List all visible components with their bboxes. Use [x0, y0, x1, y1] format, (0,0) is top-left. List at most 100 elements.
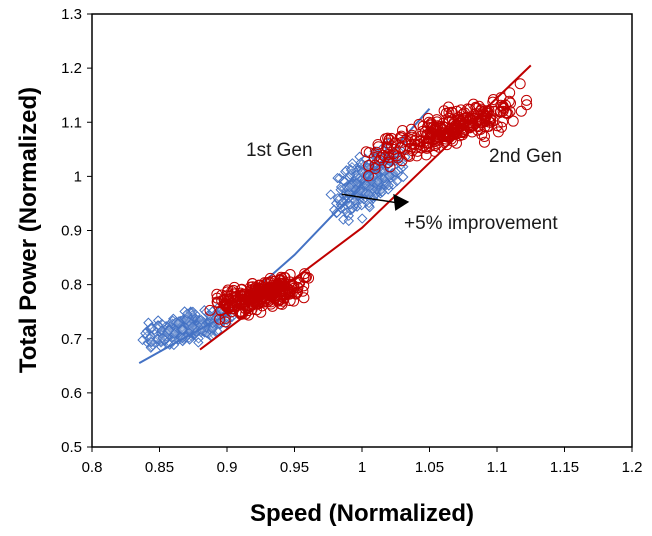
data-point-diamond — [364, 201, 375, 213]
data-point-diamond — [325, 189, 336, 200]
data-point-circle — [383, 134, 395, 146]
data-point-diamond — [144, 333, 156, 344]
data-point-circle — [521, 94, 533, 106]
x-tick-label: 0.85 — [145, 459, 174, 476]
data-point-circle — [284, 268, 296, 280]
data-point-diamond — [331, 207, 343, 218]
data-point-circle — [256, 289, 268, 301]
data-point-circle — [487, 94, 499, 106]
data-point-diamond — [338, 214, 349, 225]
data-point-circle — [502, 108, 514, 120]
data-point-diamond — [332, 192, 344, 204]
data-point-circle — [421, 121, 433, 133]
data-point-diamond — [163, 325, 175, 336]
data-point-circle — [204, 304, 216, 316]
data-point-circle — [515, 105, 527, 117]
data-point-circle — [299, 271, 311, 283]
data-point-circle — [451, 122, 463, 134]
data-point-circle — [279, 288, 291, 300]
data-point-circle — [259, 277, 271, 289]
data-point-diamond — [195, 314, 207, 326]
series-label-2nd-gen: 2nd Gen — [489, 146, 562, 167]
data-point-diamond — [355, 157, 367, 168]
data-point-circle — [443, 107, 455, 119]
data-point-diamond — [199, 305, 210, 316]
data-point-circle — [256, 281, 268, 293]
data-point-diamond — [356, 167, 368, 178]
data-point-circle — [396, 124, 408, 136]
data-point-circle — [394, 141, 406, 153]
data-point-circle — [237, 288, 249, 300]
x-tick-label: 0.9 — [217, 459, 238, 476]
data-point-circle — [422, 137, 434, 149]
y-tick-label: 1.2 — [61, 60, 82, 77]
data-point-circle — [220, 300, 232, 312]
data-point-circle — [249, 283, 261, 295]
data-point-circle — [521, 99, 533, 111]
data-point-circle — [227, 284, 239, 296]
data-point-circle — [362, 170, 374, 182]
data-point-circle — [437, 117, 449, 129]
data-point-diamond — [173, 318, 184, 329]
data-point-circle — [269, 275, 281, 287]
data-point-circle — [274, 298, 286, 310]
y-tick-label: 0.5 — [61, 439, 82, 456]
data-point-circle — [384, 161, 396, 173]
series-2nd-gen — [199, 64, 533, 351]
data-point-circle — [285, 285, 297, 297]
data-point-circle — [214, 313, 226, 325]
data-point-diamond — [152, 320, 164, 331]
data-point-circle — [429, 140, 441, 152]
data-point-circle — [262, 276, 274, 288]
data-point-diamond — [184, 316, 195, 328]
axis-ticks: 0.8 0.85 0.9 0.95 1 1.05 1.1 1.15 1.2 0.5 0.6 0.7 0.… — [61, 6, 642, 476]
data-point-diamond — [341, 207, 353, 218]
data-point-circle — [504, 87, 516, 99]
data-point-circle — [514, 78, 526, 90]
improvement-annotation: +5% improvement — [404, 213, 558, 234]
data-point-circle — [479, 114, 491, 126]
data-point-circle — [507, 115, 519, 127]
data-point-circle — [400, 134, 412, 146]
y-tick-label: 1.3 — [61, 6, 82, 23]
data-point-circle — [408, 138, 420, 150]
data-point-circle — [291, 287, 303, 299]
y-tick-label: 0.9 — [61, 223, 82, 240]
data-point-diamond — [335, 181, 347, 193]
data-point-circle — [430, 131, 442, 143]
data-point-circle — [503, 95, 515, 107]
x-tick-label: 1 — [358, 459, 366, 476]
data-point-circle — [443, 101, 455, 113]
data-point-circle — [372, 138, 384, 150]
data-point-circle — [368, 151, 380, 163]
data-point-circle — [211, 296, 223, 308]
data-point-circle — [442, 131, 454, 143]
data-point-diamond — [187, 321, 198, 333]
x-tick-label: 0.95 — [280, 459, 309, 476]
data-point-circle — [222, 302, 234, 314]
data-point-circle — [405, 123, 417, 135]
data-point-circle — [431, 114, 443, 126]
y-tick-label: 1.1 — [61, 114, 82, 131]
y-tick-label: 0.8 — [61, 277, 82, 294]
data-point-diamond — [170, 317, 182, 328]
x-tick-label: 1.2 — [622, 459, 643, 476]
data-point-diamond — [363, 182, 375, 193]
data-point-diamond — [332, 172, 343, 184]
data-point-circle — [383, 148, 395, 160]
data-point-circle — [475, 105, 487, 117]
data-point-circle — [360, 146, 372, 158]
data-point-diamond — [344, 181, 355, 193]
data-point-circle — [434, 129, 446, 141]
arrow-head — [393, 193, 410, 211]
data-point-circle — [454, 130, 466, 142]
data-point-circle — [266, 288, 278, 300]
data-point-circle — [369, 163, 381, 175]
y-axis-title: Total Power (Normalized) — [15, 87, 42, 373]
data-point-diamond — [347, 158, 358, 169]
y-tick-label: 0.6 — [61, 385, 82, 402]
x-tick-label: 1.1 — [487, 459, 508, 476]
data-point-circle — [219, 312, 231, 324]
data-point-circle — [399, 143, 411, 155]
